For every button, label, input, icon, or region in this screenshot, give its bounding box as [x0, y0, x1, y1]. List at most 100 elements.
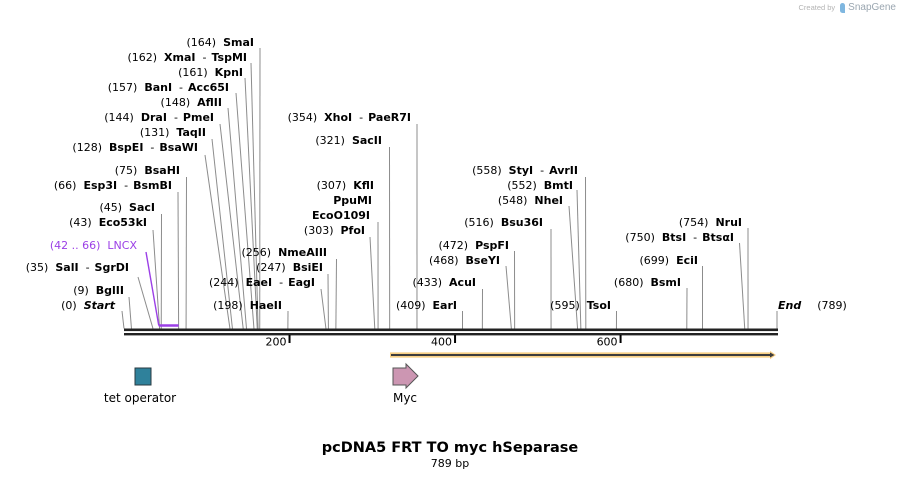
enzyme-site-bsahi[interactable]: (75) BsaHI — [115, 164, 187, 329]
site-position: (75) — [115, 164, 138, 177]
enzyme-site-bmti[interactable]: (552) BmtI — [507, 179, 582, 329]
enzyme-site-smai[interactable]: (164) SmaI — [187, 36, 261, 329]
enzyme-site-bsu36i[interactable]: (516) Bsu36I — [464, 216, 552, 329]
feature-myc[interactable]: Myc — [392, 362, 419, 405]
enzyme-label[interactable]: (680) BsmI — [614, 276, 681, 289]
enzyme-site-haeii[interactable]: (198) HaeII — [213, 299, 289, 329]
enzyme-label[interactable]: (162) XmaI - TspMI — [127, 51, 247, 64]
enzyme-label[interactable]: (548) NheI — [498, 194, 563, 207]
enzyme-name: SgrDI — [95, 261, 129, 274]
enzyme-site-tsoi[interactable]: (595) TsoI — [550, 299, 617, 329]
enzyme-name: SmaI — [223, 36, 254, 49]
enzyme-label[interactable]: (9) BglII — [73, 284, 124, 297]
enzyme-label[interactable]: (157) BanI - Acc65I — [108, 81, 229, 94]
enzyme-site-start[interactable]: (0) Start — [61, 299, 125, 329]
enzyme-label[interactable]: (198) HaeII — [213, 299, 282, 312]
enzyme-label[interactable]: (750) BtsI - BtsαI — [625, 231, 734, 244]
enzyme-site-aflii[interactable]: (148) AflII — [161, 96, 247, 329]
site-position: (595) — [550, 299, 580, 312]
enzyme-site-bspei-bsawi[interactable]: (128) BspEI - BsaWI — [72, 141, 231, 329]
enzyme-site-nmeaiii[interactable]: (256) NmeAIII — [241, 246, 337, 329]
enzyme-site-xmai-tspmi[interactable]: (162) XmaI - TspMI — [127, 51, 259, 329]
enzyme-label[interactable]: (43) Eco53kI — [69, 216, 147, 229]
enzyme-label[interactable]: (66) Esp3I - BsmBI — [54, 179, 172, 192]
enzyme-site-end[interactable]: End (789) — [776, 299, 847, 329]
enzyme-site-sacii[interactable]: (321) SacII — [315, 134, 391, 329]
enzyme-label[interactable]: (354) XhoI - PaeR7I — [288, 111, 411, 124]
site-position: (157) — [108, 81, 138, 94]
enzyme-site-bani-acc65i[interactable]: (157) BanI - Acc65I — [108, 81, 255, 329]
site-position: (256) — [241, 246, 271, 259]
enzyme-site-sali-sgrdi[interactable]: (35) SalI - SgrDI — [26, 261, 154, 329]
sequence-backbone[interactable] — [124, 328, 778, 336]
primer-lncx[interactable]: (42 .. 66) LNCX — [50, 239, 179, 327]
enzyme-site-xhoi-paer7i[interactable]: (354) XhoI - PaeR7I — [288, 111, 418, 329]
enzyme-name: EagI — [288, 276, 315, 289]
enzyme-site-bglii[interactable]: (9) BglII — [73, 284, 132, 329]
ruler-tick-400: 400 — [431, 335, 457, 349]
enzyme-name: BtsαI — [702, 231, 734, 244]
enzyme-site-esp3i-bsmbi[interactable]: (66) Esp3I - BsmBI — [54, 179, 180, 329]
enzyme-label[interactable]: (45) SacI — [99, 201, 155, 214]
site-position: (307) — [317, 179, 347, 192]
enzyme-site-styi-avrii[interactable]: (558) StyI - AvrII — [472, 164, 587, 329]
enzyme-label[interactable]: (75) BsaHI — [115, 164, 180, 177]
enzyme-label[interactable]: (164) SmaI — [187, 36, 255, 49]
enzyme-label[interactable]: (409) EarI — [396, 299, 457, 312]
enzyme-label[interactable]: (754) NruI — [679, 216, 742, 229]
orf-arrow[interactable] — [390, 350, 776, 360]
enzyme-label[interactable]: (0) Start — [61, 299, 116, 312]
enzyme-label[interactable]: (247) BsiEI — [256, 261, 323, 274]
enzyme-site-pfoi[interactable]: (303) PfoI — [304, 224, 376, 329]
enzyme-site-kpni[interactable]: (161) KpnI — [178, 66, 258, 329]
enzyme-label[interactable]: (472) PspFI — [439, 239, 510, 252]
enzyme-label[interactable]: EcoO109I — [312, 209, 370, 222]
enzyme-label[interactable]: (516) Bsu36I — [464, 216, 543, 229]
enzyme-label[interactable]: (128) BspEI - BsaWI — [72, 141, 198, 154]
enzyme-label[interactable]: (307) KflI — [317, 179, 374, 192]
enzyme-site-eaei-eagi[interactable]: (244) EaeI - EagI — [209, 276, 327, 329]
enzyme-site-kfli-ppumi-ecoo109i[interactable]: (307) KflI PpuMI EcoO109I — [312, 179, 379, 329]
enzyme-label[interactable]: (161) KpnI — [178, 66, 243, 79]
enzyme-label[interactable]: (303) PfoI — [304, 224, 365, 237]
separator: - — [86, 261, 90, 274]
enzyme-name: StyI — [509, 164, 533, 177]
tick-label: 200 — [266, 336, 287, 349]
enzyme-label[interactable]: (131) TaqII — [140, 126, 206, 139]
enzyme-label[interactable]: PpuMI — [333, 194, 372, 207]
feature-tet-operator[interactable]: tet operator — [104, 367, 176, 405]
enzyme-label[interactable]: (148) AflII — [161, 96, 222, 109]
enzyme-label[interactable]: (552) BmtI — [507, 179, 573, 192]
watermark-brand: SnapGene — [848, 2, 896, 13]
enzyme-label[interactable]: (558) StyI - AvrII — [472, 164, 578, 177]
enzyme-site-bsmi[interactable]: (680) BsmI — [614, 276, 688, 329]
enzyme-label[interactable]: End (789) — [778, 299, 847, 312]
enzyme-label[interactable]: (321) SacII — [315, 134, 382, 147]
enzyme-site-saci[interactable]: (45) SacI — [99, 201, 162, 329]
primer-label[interactable]: (42 .. 66) LNCX — [50, 239, 138, 252]
enzyme-site-nrui[interactable]: (754) NruI — [679, 216, 749, 329]
enzyme-label[interactable]: (468) BseYI — [429, 254, 500, 267]
enzyme-name: EcoO109I — [312, 209, 370, 222]
enzyme-site-eari[interactable]: (409) EarI — [396, 299, 464, 329]
enzyme-site-acui[interactable]: (433) AcuI — [412, 276, 483, 329]
enzyme-site-drai-pmei[interactable]: (144) DraI - PmeI — [104, 111, 244, 329]
enzyme-label[interactable]: (433) AcuI — [412, 276, 476, 289]
enzyme-site-pspfi[interactable]: (472) PspFI — [439, 239, 516, 329]
enzyme-site-ecii[interactable]: (699) EciI — [640, 254, 704, 329]
enzyme-label[interactable]: (144) DraI - PmeI — [104, 111, 214, 124]
enzyme-label[interactable]: (244) EaeI - EagI — [209, 276, 315, 289]
enzyme-label[interactable]: (35) SalI - SgrDI — [26, 261, 129, 274]
enzyme-name: XmaI — [164, 51, 195, 64]
enzyme-site-bsiei[interactable]: (247) BsiEI — [256, 261, 329, 329]
enzyme-site-eco53ki[interactable]: (43) Eco53kI — [69, 216, 161, 329]
leader-line — [121, 310, 125, 329]
enzyme-site-taqii[interactable]: (131) TaqII — [140, 126, 233, 329]
enzyme-label[interactable]: (256) NmeAIII — [241, 246, 327, 259]
leader-line — [576, 189, 582, 329]
enzyme-site-btsi-btsai[interactable]: (750) BtsI - BtsαI — [625, 231, 746, 329]
enzyme-label[interactable]: (699) EciI — [640, 254, 699, 267]
enzyme-label[interactable]: (595) TsoI — [550, 299, 611, 312]
enzyme-site-bseyi[interactable]: (468) BseYI — [429, 254, 512, 329]
enzyme-site-nhei[interactable]: (548) NheI — [498, 194, 579, 329]
